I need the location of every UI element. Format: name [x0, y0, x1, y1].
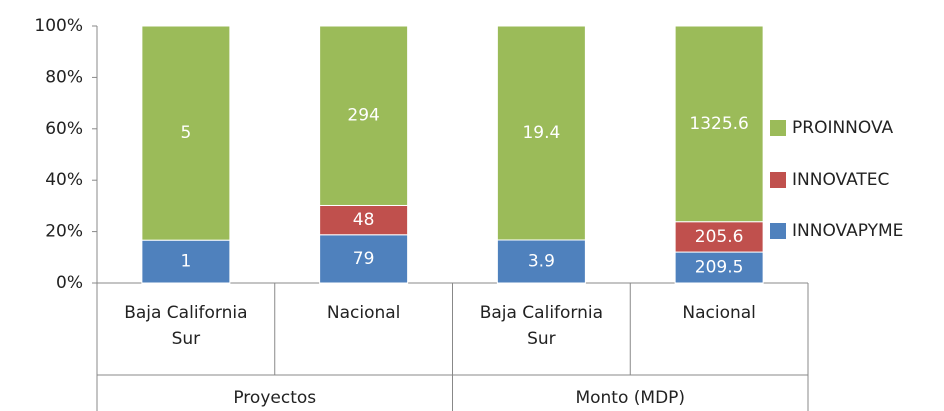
bar-segment [674, 25, 764, 223]
bar-segment [319, 25, 409, 206]
x-tick-label: Baja California Sur [124, 303, 248, 349]
x-tick-label: Nacional [682, 303, 756, 323]
data-label: 1325.6 [689, 114, 748, 134]
x-tick-label: Nacional [326, 303, 401, 323]
group-label: Proyectos [233, 388, 316, 408]
y-tick-label: 20% [45, 222, 83, 242]
y-tick-label: 100% [34, 16, 83, 36]
data-label: 205.6 [695, 227, 744, 247]
y-tick-label: 40% [45, 170, 83, 190]
bar-segment [319, 204, 409, 236]
data-label: 209.5 [695, 258, 744, 278]
legend-swatch [770, 223, 786, 239]
data-label: 5 [180, 123, 191, 143]
bar-segment [674, 251, 764, 284]
group-label: Monto (MDP) [575, 388, 685, 408]
legend-label: INNOVATEC [792, 170, 889, 190]
data-label: 19.4 [522, 123, 560, 143]
legend-swatch [770, 172, 786, 188]
bar-segment [319, 234, 409, 284]
legend-label: INNOVAPYME [792, 221, 903, 241]
bar-segment [141, 25, 231, 241]
bar-segment [496, 25, 586, 241]
data-label: 3.9 [528, 251, 555, 271]
y-tick-label: 60% [45, 119, 83, 139]
data-label: 294 [347, 106, 379, 126]
x-tick-label: Baja California Sur [479, 303, 604, 349]
y-tick-label: 0% [56, 273, 83, 293]
data-label: 1 [180, 252, 191, 272]
legend-label: PROINNOVA [792, 118, 894, 138]
data-label: 79 [353, 249, 375, 269]
data-label: 48 [353, 210, 375, 230]
legend-swatch [770, 120, 786, 136]
y-tick-label: 80% [45, 67, 83, 87]
